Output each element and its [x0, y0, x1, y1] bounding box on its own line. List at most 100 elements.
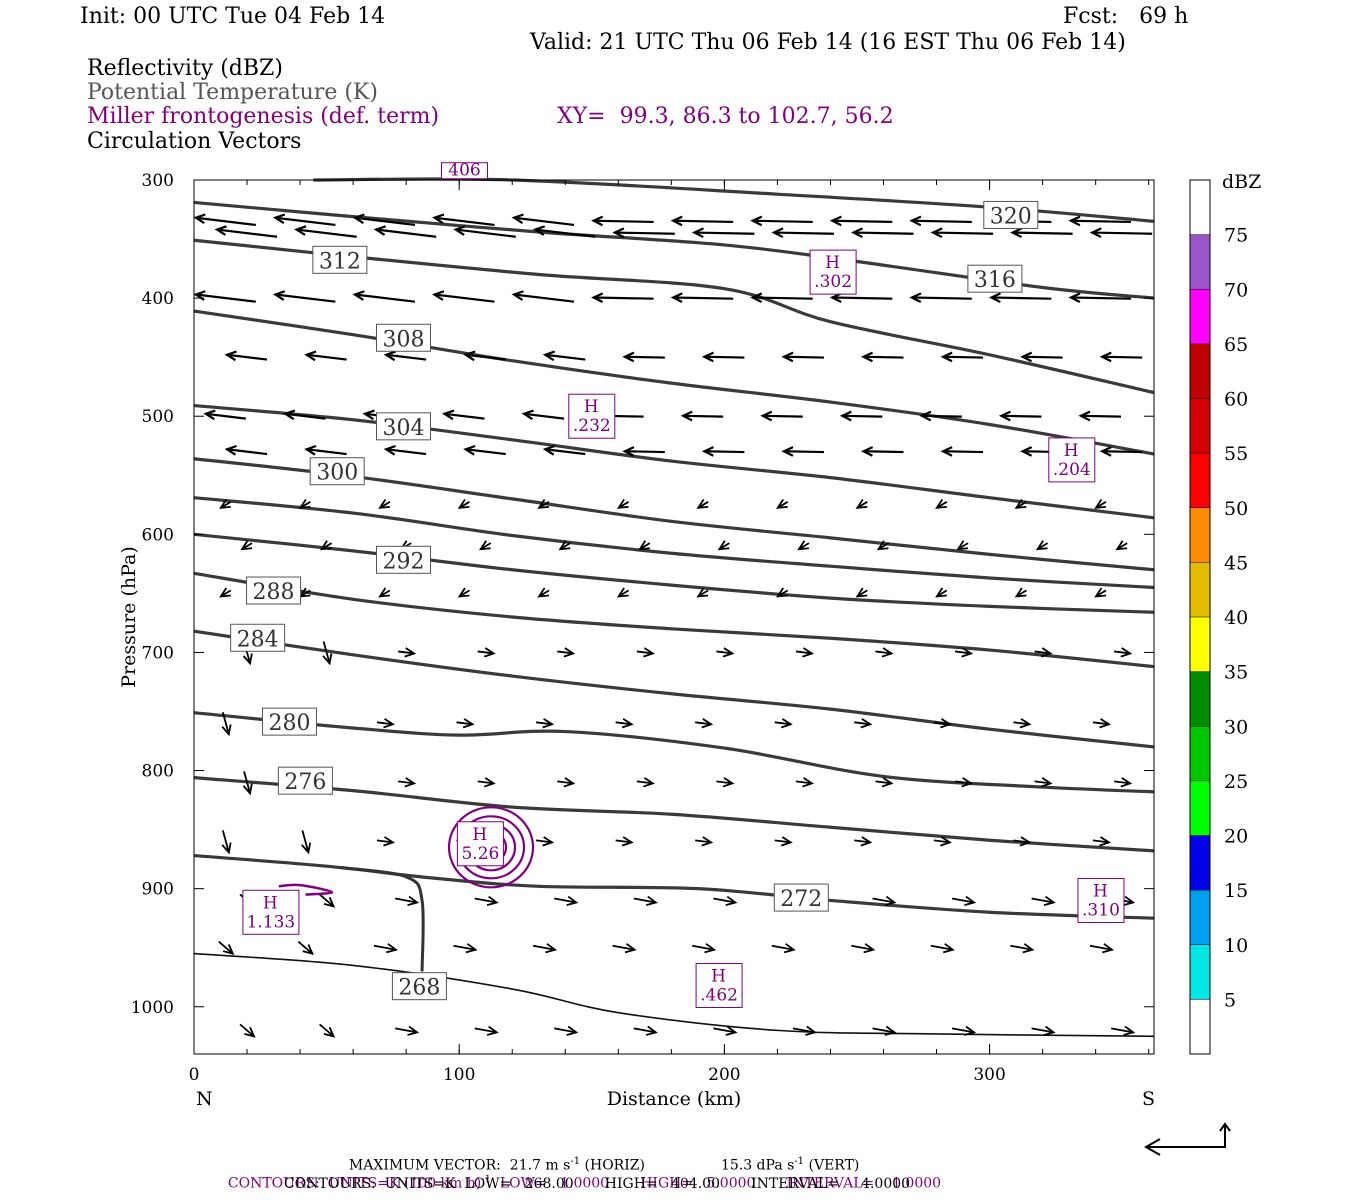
- vector-arrow: [774, 836, 793, 847]
- vector-arrow: [319, 893, 336, 908]
- fronto-max-value: .302: [814, 272, 852, 292]
- vector-arrow: [221, 712, 232, 737]
- vector-arrow: [695, 836, 714, 847]
- vector-arrow: [750, 215, 813, 227]
- vector-arrow: [591, 215, 654, 227]
- field-reflectivity: Reflectivity (dBZ): [87, 56, 283, 81]
- vector-arrow: [298, 498, 311, 509]
- theta-contour-316: [193, 200, 1155, 300]
- vector-arrow: [909, 215, 972, 227]
- field-miller: Miller frontogenesis (def. term): [87, 104, 440, 129]
- vector-arrow: [1013, 718, 1032, 729]
- vector-arrow: [214, 225, 278, 238]
- vector-arrow: [956, 540, 969, 551]
- vector-arrow: [696, 587, 709, 598]
- vector-arrow: [398, 647, 417, 658]
- vector-arrow: [615, 718, 634, 729]
- vector-arrow: [872, 895, 897, 906]
- vector-arrow: [378, 498, 391, 509]
- vector-arrow: [854, 836, 873, 847]
- vector-arrow: [474, 1025, 499, 1036]
- colorbar-level: 30: [1224, 716, 1248, 738]
- vector-arrow: [591, 292, 654, 304]
- x-tick-label: 300: [973, 1065, 1005, 1085]
- theta-label-268: 268: [391, 972, 447, 1001]
- vector-arrow: [622, 351, 665, 363]
- field-vectors: Circulation Vectors: [87, 129, 302, 154]
- vector-arrow: [750, 292, 813, 304]
- colorbar-segment: [1190, 617, 1210, 672]
- fronto-max-label: H.232: [568, 393, 616, 439]
- fronto-max-letter: H: [711, 966, 726, 986]
- vector-arrow: [457, 587, 470, 598]
- theta-contour-288: [193, 571, 1155, 669]
- dbz-colorbar: 5 10 15 20 25 30 35 40 45 50 55 60 65 70 75: [1189, 179, 1248, 1055]
- theta-label-text: 268: [398, 976, 440, 1001]
- vector-arrow: [511, 213, 575, 227]
- y-tick-label: 700: [142, 643, 174, 663]
- vector-arrow: [940, 446, 984, 457]
- colorbar-level: 35: [1224, 662, 1248, 684]
- vector-arrow: [670, 292, 734, 304]
- valid-time: Valid: 21 UTC Thu 06 Feb 14 (16 EST Thu …: [530, 30, 1126, 55]
- vector-arrow: [774, 718, 793, 729]
- y-tick-label: 300: [142, 171, 174, 191]
- vector-arrow: [1094, 498, 1107, 509]
- theta-contour-304: [193, 403, 1155, 520]
- theta-label-text: 284: [237, 627, 279, 652]
- colorbar-segment: [1190, 835, 1210, 891]
- reference-vector-icon: [1143, 1122, 1231, 1156]
- vector-arrow: [378, 587, 391, 598]
- vector-arrow: [909, 292, 972, 304]
- theta-label-316: 316: [967, 264, 1023, 293]
- vector-arrow: [933, 836, 952, 847]
- theta-label-text: 272: [780, 887, 822, 912]
- vector-arrow: [557, 777, 576, 788]
- vector-arrow: [1013, 836, 1032, 847]
- vector-arrow: [851, 943, 876, 954]
- vector-arrow: [792, 1025, 817, 1036]
- fronto-max-label: H.204: [1048, 437, 1096, 483]
- fronto-max-label: H5.26: [456, 821, 504, 867]
- vector-arrow: [930, 227, 994, 239]
- vector-arrow: [829, 292, 893, 304]
- vector-arrow: [760, 410, 803, 422]
- y-tick-label: 500: [142, 407, 174, 427]
- colorbar-level: 10: [1224, 935, 1248, 957]
- fronto-contour-small: [278, 883, 334, 896]
- vector-arrow: [771, 227, 834, 239]
- vector-arrow: [701, 446, 745, 457]
- vector-arrow: [431, 213, 495, 227]
- fronto-unit-exp: -1: [481, 1174, 491, 1185]
- fronto-max-value: 406: [448, 161, 480, 181]
- vector-arrow: [219, 498, 232, 509]
- vector-arrow: [297, 941, 314, 956]
- theta-label-276: 276: [277, 766, 333, 795]
- vector-arrow: [940, 351, 984, 363]
- vector-arrow: [537, 587, 550, 598]
- colorbar-segment: [1190, 507, 1210, 563]
- vector-arrow: [319, 540, 333, 551]
- vector-arrow: [532, 225, 596, 238]
- vector-arrow: [376, 718, 395, 729]
- vector-arrow: [1068, 215, 1131, 227]
- theta-label-292: 292: [376, 545, 432, 574]
- vector-arrow: [242, 771, 253, 796]
- fronto-max-label: H1.133: [242, 889, 300, 935]
- theta-label-text: 288: [253, 580, 295, 605]
- fronto-max-value: 5.26: [461, 844, 499, 864]
- vector-arrow: [930, 943, 955, 954]
- vector-arrow: [695, 718, 714, 729]
- fronto-contour-ring: [447, 806, 535, 889]
- vector-arrow: [1094, 587, 1107, 598]
- colorbar-segment: [1190, 234, 1210, 290]
- vector-arrow: [383, 350, 427, 362]
- vector-arrow: [1014, 587, 1027, 598]
- vector-arrow: [636, 777, 655, 788]
- vector-arrow: [998, 410, 1042, 422]
- theta-contours: [193, 177, 1155, 1038]
- vector-arrow: [193, 213, 256, 227]
- vector-arrow: [612, 227, 675, 239]
- colorbar-segment: [1190, 726, 1210, 781]
- vector-arrow: [394, 1025, 420, 1036]
